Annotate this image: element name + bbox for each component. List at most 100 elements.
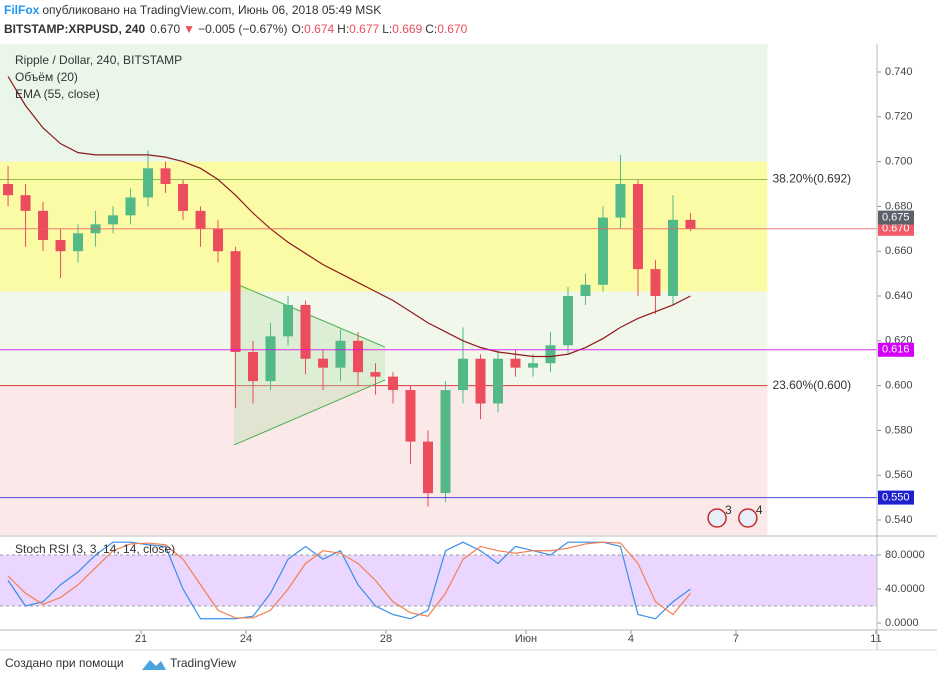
y-tick-label: 0.0000 xyxy=(885,617,919,629)
candle-body xyxy=(405,390,416,442)
candle-body xyxy=(667,219,678,296)
candle-body xyxy=(248,351,259,382)
price-box xyxy=(878,342,914,357)
candle-body xyxy=(370,372,381,377)
candle-body xyxy=(545,345,556,364)
rsi-band xyxy=(0,554,877,607)
candle-body xyxy=(125,197,136,216)
event-count: 4 xyxy=(756,503,763,517)
h-value: 0.677 xyxy=(349,22,379,36)
candle-body xyxy=(178,183,189,211)
legend-symbol: Ripple / Dollar, 240, BITSTAMP xyxy=(15,53,182,67)
legend-ema: EMA (55, close) xyxy=(15,87,100,101)
candle-body xyxy=(160,168,171,184)
candle-body xyxy=(230,251,241,352)
candle-body xyxy=(580,284,591,296)
candle-body xyxy=(38,210,49,240)
candle-body xyxy=(440,390,451,494)
y-tick-label: 0.660 xyxy=(885,245,913,257)
last-price: 0.670 xyxy=(150,22,180,36)
x-tick-label: 21 xyxy=(135,633,147,645)
candle-body xyxy=(3,183,14,196)
y-tick-label: 0.680 xyxy=(885,200,913,212)
x-tick-label: Июн xyxy=(515,633,537,645)
candle-body xyxy=(475,358,486,404)
candle-body xyxy=(143,168,154,198)
arrow: ▼ xyxy=(183,22,195,36)
rsi-line xyxy=(7,541,691,620)
candle-body xyxy=(318,358,329,368)
y-tick-label: 80.0000 xyxy=(885,549,925,561)
zone xyxy=(0,385,768,535)
c-key: C: xyxy=(425,22,437,36)
x-tick-label: 11 xyxy=(870,633,881,645)
o-value: 0.674 xyxy=(304,22,334,36)
candle-body xyxy=(283,304,294,337)
candle-body xyxy=(300,304,311,359)
x-tick-label: 28 xyxy=(380,633,392,645)
author[interactable]: FilFox xyxy=(4,3,40,17)
candle-body xyxy=(73,233,84,252)
price-box xyxy=(878,490,914,505)
y-tick-label: 0.740 xyxy=(885,66,913,78)
y-tick-label: 0.580 xyxy=(885,424,913,436)
legend-volume: Объём (20) xyxy=(15,70,78,84)
candle-body xyxy=(265,336,276,382)
candle-body xyxy=(685,219,696,229)
price-marker xyxy=(878,210,914,225)
h-key: H: xyxy=(337,22,349,36)
candle-body xyxy=(632,183,643,270)
y-tick-label: 0.640 xyxy=(885,290,913,302)
price-box xyxy=(878,221,914,236)
candle-body xyxy=(650,269,661,296)
footer-brand[interactable]: TradingView xyxy=(170,656,236,670)
symbol-line: BITSTAMP:XRPUSD, 240 0.670 ▼ −0.005 (−0.67%… xyxy=(4,22,468,36)
y-tick-label: 40.0000 xyxy=(885,583,925,595)
zones xyxy=(0,44,877,607)
ema-line xyxy=(7,76,691,358)
candle-body xyxy=(527,363,538,368)
candle-body xyxy=(388,376,399,391)
rsi-line xyxy=(7,541,691,619)
price-marker-label: 0.675 xyxy=(882,212,910,224)
o-key: O: xyxy=(291,22,304,36)
zone xyxy=(0,291,768,386)
published: опубликовано на TradingView.com, Июнь 06… xyxy=(42,3,381,17)
event-icon xyxy=(707,508,727,528)
footer-created: Создано при помощи xyxy=(5,656,124,670)
x-tick-label: 4 xyxy=(628,633,634,645)
price-box-label: 0.670 xyxy=(882,223,910,235)
zone xyxy=(0,44,768,162)
candle-body xyxy=(335,340,346,368)
x-tick-label: 7 xyxy=(733,633,739,645)
rsi-title: Stoch RSI (3, 3, 14, 14, close) xyxy=(15,542,175,556)
fib-label: 23.60%(0.600) xyxy=(772,378,851,392)
y-tick-label: 0.700 xyxy=(885,156,913,168)
price-box-label: 0.550 xyxy=(882,491,910,503)
candle-body xyxy=(562,295,573,346)
y-tick-label: 0.540 xyxy=(885,514,913,526)
candle-body xyxy=(108,215,119,225)
symbol: BITSTAMP:XRPUSD, 240 xyxy=(4,22,145,36)
candle-body xyxy=(492,358,503,404)
c-value: 0.670 xyxy=(437,22,467,36)
candle-body xyxy=(457,358,468,391)
l-value: 0.669 xyxy=(392,22,422,36)
candle-body xyxy=(55,239,66,252)
triangle-fill xyxy=(234,283,385,445)
y-tick-label: 0.560 xyxy=(885,469,913,481)
y-tick-label: 0.600 xyxy=(885,380,913,392)
candle-body xyxy=(615,183,626,218)
candle-body xyxy=(423,441,434,494)
header-line: FilFox опубликовано на TradingView.com, И… xyxy=(4,3,381,17)
candle-body xyxy=(195,210,206,229)
price-box-label: 0.616 xyxy=(882,344,910,356)
l-key: L: xyxy=(382,22,392,36)
candle-body xyxy=(597,217,608,285)
candle-body xyxy=(353,340,364,373)
change: −0.005 (−0.67%) xyxy=(198,22,287,36)
event-count: 3 xyxy=(725,503,732,517)
y-tick-label: 0.720 xyxy=(885,111,913,123)
triangle-edge xyxy=(233,379,386,446)
